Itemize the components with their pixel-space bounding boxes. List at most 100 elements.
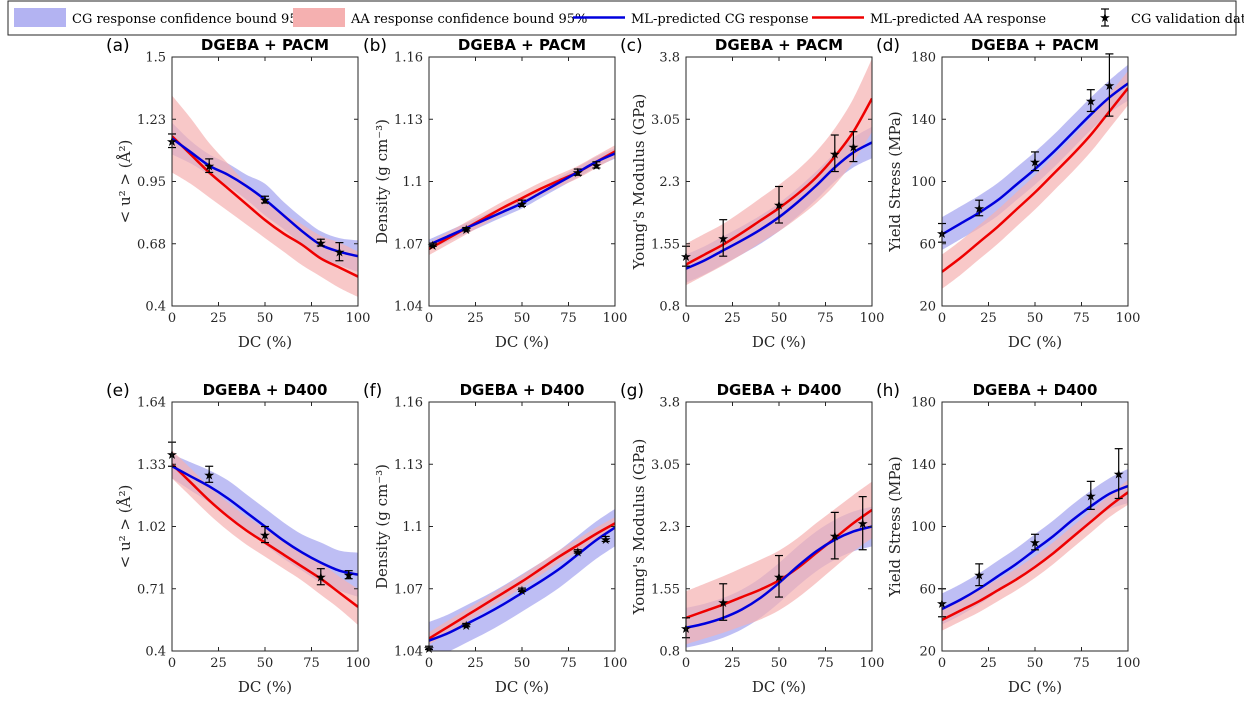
validation-point: ★ xyxy=(973,199,985,217)
x-tick-label: 50 xyxy=(514,656,531,671)
y-tick-label: 60 xyxy=(919,582,936,597)
validation-point: ★ xyxy=(717,583,729,621)
y-tick-label: 180 xyxy=(911,51,936,66)
y-tick-label: 3.8 xyxy=(659,51,680,66)
y-tick-label: 100 xyxy=(911,520,936,535)
y-tick-label: 1.07 xyxy=(394,237,423,252)
y-tick-label: 0.8 xyxy=(659,300,680,315)
x-axis-label: DC (%) xyxy=(238,678,292,696)
x-tick-label: 25 xyxy=(724,311,741,326)
y-tick-label: 2.3 xyxy=(659,175,680,190)
x-tick-label: 25 xyxy=(210,656,227,671)
y-axis-label: < u² > (Å²) xyxy=(116,485,134,569)
panel-label: (g) xyxy=(620,381,644,401)
x-tick-label: 50 xyxy=(1027,656,1044,671)
aa-confidence-band xyxy=(172,95,358,297)
legend-cg-data-swatch: ★ xyxy=(1099,8,1111,27)
y-tick-label: 0.4 xyxy=(145,300,166,315)
star-marker: ★ xyxy=(1085,489,1097,504)
panel-b: ★ ★ ★ ★ ★ 0 25 50 75 100 1.04 1.07 1.1 1.13 1.16 DC (%)… xyxy=(363,36,627,351)
star-marker: ★ xyxy=(572,166,584,181)
plot-area xyxy=(429,57,615,306)
x-tick-label: 50 xyxy=(771,311,788,326)
panel-title: DGEBA + D400 xyxy=(203,381,328,399)
x-tick-label: 25 xyxy=(467,311,484,326)
panel-title: DGEBA + D400 xyxy=(973,381,1098,399)
star-marker: ★ xyxy=(857,517,869,532)
y-tick-label: 1.33 xyxy=(137,458,166,473)
validation-point: ★ xyxy=(1085,480,1097,510)
panel-label: (e) xyxy=(106,381,130,401)
x-axis-label: DC (%) xyxy=(1008,678,1062,696)
y-tick-label: 1.13 xyxy=(394,458,423,473)
star-marker: ★ xyxy=(773,199,785,214)
star-marker: ★ xyxy=(203,160,215,175)
aa-predicted-line xyxy=(429,522,615,640)
validation-point: ★ xyxy=(600,533,612,548)
star-marker: ★ xyxy=(973,569,985,584)
y-tick-label: 0.4 xyxy=(145,645,166,660)
y-tick-label: 1.1 xyxy=(402,175,423,190)
x-tick-label: 0 xyxy=(425,656,433,671)
x-axis-label: DC (%) xyxy=(752,333,806,351)
x-tick-label: 75 xyxy=(1073,311,1090,326)
x-tick-label: 25 xyxy=(980,656,997,671)
panel-title: DGEBA + PACM xyxy=(458,36,586,54)
y-tick-label: 1.23 xyxy=(137,113,166,128)
y-tick-label: 1.16 xyxy=(394,396,423,411)
x-tick-label: 0 xyxy=(168,311,176,326)
panel-label: (b) xyxy=(363,36,387,56)
x-axis-label: DC (%) xyxy=(752,678,806,696)
star-marker: ★ xyxy=(1113,468,1125,483)
star-marker: ★ xyxy=(973,202,985,217)
x-axis-label: DC (%) xyxy=(1008,333,1062,351)
star-marker: ★ xyxy=(334,246,346,261)
y-tick-label: 0.95 xyxy=(137,175,166,190)
cg-predicted-line xyxy=(429,526,615,642)
panel-label: (c) xyxy=(620,36,643,56)
validation-point: ★ xyxy=(572,166,584,181)
validation-point: ★ xyxy=(516,584,528,599)
panel-label: (h) xyxy=(876,381,900,401)
validation-point: ★ xyxy=(516,197,528,212)
svg-text:★: ★ xyxy=(1099,11,1111,26)
star-marker: ★ xyxy=(572,545,584,560)
star-marker: ★ xyxy=(516,197,528,212)
star-marker: ★ xyxy=(203,468,215,483)
star-marker: ★ xyxy=(460,223,472,238)
star-marker: ★ xyxy=(829,530,841,545)
aa-confidence-band xyxy=(686,58,872,286)
y-tick-label: 1.02 xyxy=(137,520,166,535)
y-tick-label: 1.5 xyxy=(145,51,166,66)
x-tick-label: 50 xyxy=(771,656,788,671)
panel-title: DGEBA + PACM xyxy=(971,36,1099,54)
x-tick-label: 100 xyxy=(603,656,628,671)
x-tick-label: 50 xyxy=(257,656,274,671)
legend-aa-line-label: ML-predicted AA response xyxy=(870,12,1046,27)
x-axis-label: DC (%) xyxy=(238,333,292,351)
star-marker: ★ xyxy=(315,237,327,252)
y-tick-label: 1.07 xyxy=(394,582,423,597)
panel-title: DGEBA + D400 xyxy=(717,381,842,399)
x-tick-label: 100 xyxy=(860,311,885,326)
y-axis-label: Yield Stress (MPa) xyxy=(886,111,904,252)
star-marker: ★ xyxy=(315,571,327,586)
validation-point: ★ xyxy=(1029,533,1041,551)
y-tick-label: 0.71 xyxy=(137,582,166,597)
y-tick-label: 140 xyxy=(911,458,936,473)
x-tick-label: 50 xyxy=(514,311,531,326)
validation-point: ★ xyxy=(829,511,841,560)
x-tick-label: 100 xyxy=(1116,656,1141,671)
x-tick-label: 50 xyxy=(257,311,274,326)
validation-point: ★ xyxy=(591,159,603,174)
star-marker: ★ xyxy=(600,533,612,548)
star-marker: ★ xyxy=(717,232,729,247)
panel-label: (d) xyxy=(876,36,900,56)
panel-label: (a) xyxy=(106,36,130,56)
y-tick-label: 2.3 xyxy=(659,520,680,535)
validation-point: ★ xyxy=(773,554,785,598)
